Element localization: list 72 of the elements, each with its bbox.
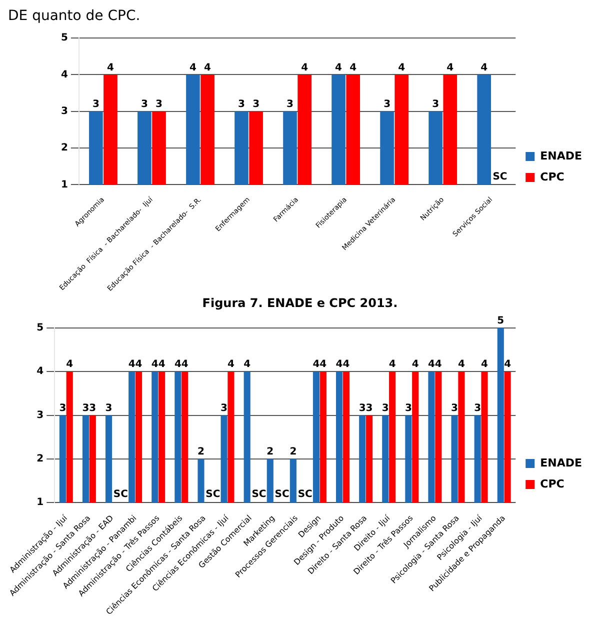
data-label: 3	[252, 98, 260, 110]
data-label: 4	[428, 359, 436, 370]
data-label: 4	[204, 62, 212, 74]
data-label: 4	[446, 62, 454, 74]
text: SC	[206, 489, 220, 500]
data-label: 4	[174, 359, 182, 370]
data-label: 4	[434, 359, 442, 370]
text: SC	[113, 489, 128, 500]
legend-label: CPC	[540, 477, 564, 490]
data-label: 3	[474, 402, 482, 414]
data-label: 4	[336, 359, 343, 370]
legend-label: CPC	[540, 170, 564, 184]
data-label: 4	[181, 359, 188, 370]
text: SC	[298, 489, 312, 500]
y-tick-label: 3	[36, 410, 44, 421]
data-label: 3	[105, 402, 112, 414]
y-tick-label: 5	[36, 322, 44, 334]
y-tick-label: 1	[60, 179, 68, 190]
data-label: 4	[128, 359, 136, 370]
y-tick-label: 3	[60, 106, 68, 117]
data-label: 4	[189, 62, 196, 74]
data-label: 4	[312, 359, 320, 370]
data-label: 2	[198, 446, 205, 458]
data-label: 4	[227, 359, 234, 370]
data-label: 3	[89, 402, 96, 414]
data-label: 3	[92, 98, 100, 110]
data-label: 4	[458, 359, 465, 370]
data-label: 4	[107, 62, 114, 74]
y-tick-label: 4	[60, 69, 68, 80]
y-tick-label: 2	[36, 454, 44, 465]
data-label: 4	[320, 359, 327, 370]
data-label: 4	[398, 62, 406, 74]
y-tick-label: 2	[60, 142, 68, 154]
data-label: 3	[358, 402, 366, 414]
data-label: 3	[82, 402, 90, 414]
y-tick-label: 4	[36, 366, 44, 378]
y-tick-label: 1	[36, 497, 44, 508]
data-label: 4	[301, 62, 308, 74]
data-label: 4	[135, 359, 142, 370]
text: SC	[252, 489, 266, 500]
data-label: 4	[481, 359, 488, 370]
data-label: 4	[388, 359, 396, 370]
data-label: 4	[244, 359, 251, 370]
data-label: 4	[342, 359, 350, 370]
text: DE quanto de CPC.	[8, 8, 142, 24]
legend-label: ENADE	[540, 149, 582, 162]
data-label: 4	[504, 359, 512, 370]
data-label: 4	[412, 359, 419, 370]
data-label: 3	[156, 98, 163, 110]
legend-label: ENADE	[540, 456, 582, 470]
data-label: 4	[350, 62, 357, 74]
data-label: 3	[384, 98, 391, 110]
data-label: 3	[451, 402, 458, 414]
data-label: 5	[497, 316, 504, 327]
data-label: 3	[366, 402, 373, 414]
data-label: 3	[220, 402, 228, 414]
data-label: 3	[238, 98, 246, 110]
data-label: 4	[158, 359, 166, 370]
text: Figura 7. ENADE e CPC 2013.	[201, 296, 399, 310]
data-label: 4	[480, 62, 488, 74]
data-label: 3	[432, 98, 440, 110]
data-label: 2	[290, 446, 297, 458]
data-label: 4	[151, 359, 158, 370]
text: SC	[492, 171, 508, 182]
data-label: 2	[266, 446, 274, 458]
y-tick-label: 5	[60, 32, 68, 44]
data-label: 3	[404, 402, 412, 414]
data-label: 3	[382, 402, 389, 414]
text: SC	[274, 489, 290, 500]
data-label: 3	[140, 98, 148, 110]
data-label: 4	[335, 62, 342, 74]
data-label: 3	[286, 98, 294, 110]
